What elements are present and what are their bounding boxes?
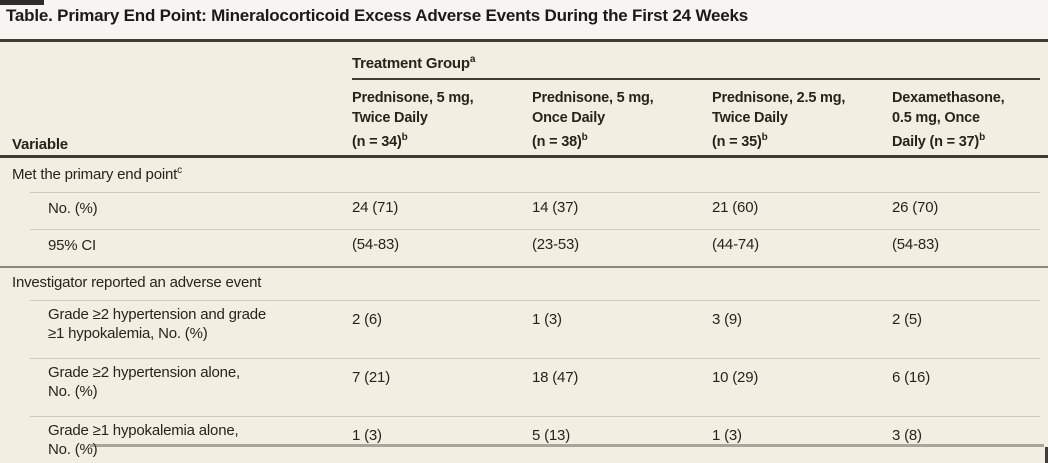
column-header-line: Daily (n = 37) xyxy=(892,133,980,150)
treatment-group-label: Treatment Group xyxy=(352,55,470,72)
cell-value: 1 (3) xyxy=(352,427,382,444)
row-label-line: No. (%) xyxy=(48,441,98,458)
column-header-line: Once Daily xyxy=(532,110,605,126)
treatment-group-rule xyxy=(352,78,1040,80)
column-header-dexamethasone: Dexamethasone, 0.5 mg, Once Daily (n = 3… xyxy=(892,88,1048,152)
footnote-marker-b: b xyxy=(401,132,408,143)
column-headers: Prednisone, 5 mg, Twice Daily (n = 34)b … xyxy=(352,88,1048,152)
footnote-marker-b: b xyxy=(979,132,986,143)
header-rule xyxy=(0,155,1048,158)
cell-value: 14 (37) xyxy=(532,199,579,216)
row-label: Grade ≥2 hypertension alone, No. (%) xyxy=(48,358,352,416)
variable-column-header: Variable xyxy=(12,136,68,153)
column-header-line: Twice Daily xyxy=(352,110,428,126)
section-row-adverse-event: Investigator reported an adverse event xyxy=(0,266,1048,300)
screenshot-artifact-top xyxy=(0,0,44,5)
screenshot-artifact-bottom xyxy=(90,444,1044,447)
column-header-line: Prednisone, 5 mg, xyxy=(352,90,474,106)
cell-value: 5 (13) xyxy=(532,427,570,444)
cell-value: 3 (9) xyxy=(712,311,742,328)
table-row-htn-and-hypokalemia: Grade ≥2 hypertension and grade ≥1 hypoka… xyxy=(0,300,1048,358)
cell-value: 1 (3) xyxy=(532,311,562,328)
cell-value: (44-74) xyxy=(712,236,759,253)
column-header-prednisone-2-5mg-twice: Prednisone, 2.5 mg, Twice Daily (n = 35)… xyxy=(712,88,892,152)
column-header-line: (n = 38) xyxy=(532,133,582,150)
table-row-no-pct: No. (%) 24 (71) 14 (37) 21 (60) 26 (70) xyxy=(0,192,1048,229)
cell-value: 2 (6) xyxy=(352,311,382,328)
footnote-marker-a: a xyxy=(469,54,476,65)
footnote-marker-b: b xyxy=(761,132,768,143)
footnote-marker-c: c xyxy=(177,165,183,176)
column-header-line: (n = 34) xyxy=(352,133,402,150)
screenshot-artifact-right xyxy=(1045,447,1048,463)
column-header-line: Dexamethasone, xyxy=(892,90,1005,106)
row-label: Grade ≥2 hypertension and grade ≥1 hypoka… xyxy=(48,300,352,358)
treatment-group-header: Treatment Groupa xyxy=(352,54,475,72)
cell-value: 2 (5) xyxy=(892,311,922,328)
row-label: No. (%) xyxy=(48,200,98,217)
top-rule xyxy=(0,39,1048,42)
section-label: Met the primary end point xyxy=(12,166,178,183)
cell-value: 18 (47) xyxy=(532,369,579,386)
row-label-line: No. (%) xyxy=(48,383,98,400)
row-label-line: Grade ≥2 hypertension and grade xyxy=(48,306,267,323)
table-row-95ci: 95% CI (54-83) (23-53) (44-74) (54-83) xyxy=(0,229,1048,266)
row-label: 95% CI xyxy=(48,237,96,254)
cell-value: 10 (29) xyxy=(712,369,759,386)
row-label-line: Grade ≥2 hypertension alone, xyxy=(48,364,240,381)
section-row-primary-end-point: Met the primary end pointc xyxy=(0,158,1048,192)
cell-value: 6 (16) xyxy=(892,369,930,386)
table-row-hypokalemia-alone: Grade ≥1 hypokalemia alone, No. (%) 1 (3)… xyxy=(0,416,1048,463)
cell-value: 1 (3) xyxy=(712,427,742,444)
cell-value: 24 (71) xyxy=(352,199,399,216)
cell-value: 26 (70) xyxy=(892,199,939,216)
column-header-line: Prednisone, 2.5 mg, xyxy=(712,90,846,106)
table-body: Treatment Groupa Prednisone, 5 mg, Twice… xyxy=(0,42,1048,463)
footnote-marker-b: b xyxy=(581,132,588,143)
cell-value: 7 (21) xyxy=(352,369,390,386)
table-rows: Met the primary end pointc No. (%) 24 (7… xyxy=(0,158,1048,463)
cell-value: (23-53) xyxy=(532,236,579,253)
cell-value: 3 (8) xyxy=(892,427,922,444)
column-header-prednisone-5mg-twice: Prednisone, 5 mg, Twice Daily (n = 34)b xyxy=(352,88,532,152)
column-header-line: (n = 35) xyxy=(712,133,762,150)
cell-value: (54-83) xyxy=(892,236,939,253)
row-label-line: Grade ≥1 hypokalemia alone, xyxy=(48,422,239,439)
column-header-line: 0.5 mg, Once xyxy=(892,110,980,126)
row-label: Grade ≥1 hypokalemia alone, No. (%) xyxy=(48,416,352,463)
column-header-line: Twice Daily xyxy=(712,110,788,126)
table-row-htn-alone: Grade ≥2 hypertension alone, No. (%) 7 (2… xyxy=(0,358,1048,416)
column-header-line: Prednisone, 5 mg, xyxy=(532,90,654,106)
row-label-line: ≥1 hypokalemia, No. (%) xyxy=(48,325,208,342)
column-header-prednisone-5mg-once: Prednisone, 5 mg, Once Daily (n = 38)b xyxy=(532,88,712,152)
section-label: Investigator reported an adverse event xyxy=(12,274,262,291)
cell-value: 21 (60) xyxy=(712,199,759,216)
table-title: Table. Primary End Point: Mineralocortic… xyxy=(6,6,749,25)
cell-value: (54-83) xyxy=(352,236,399,253)
